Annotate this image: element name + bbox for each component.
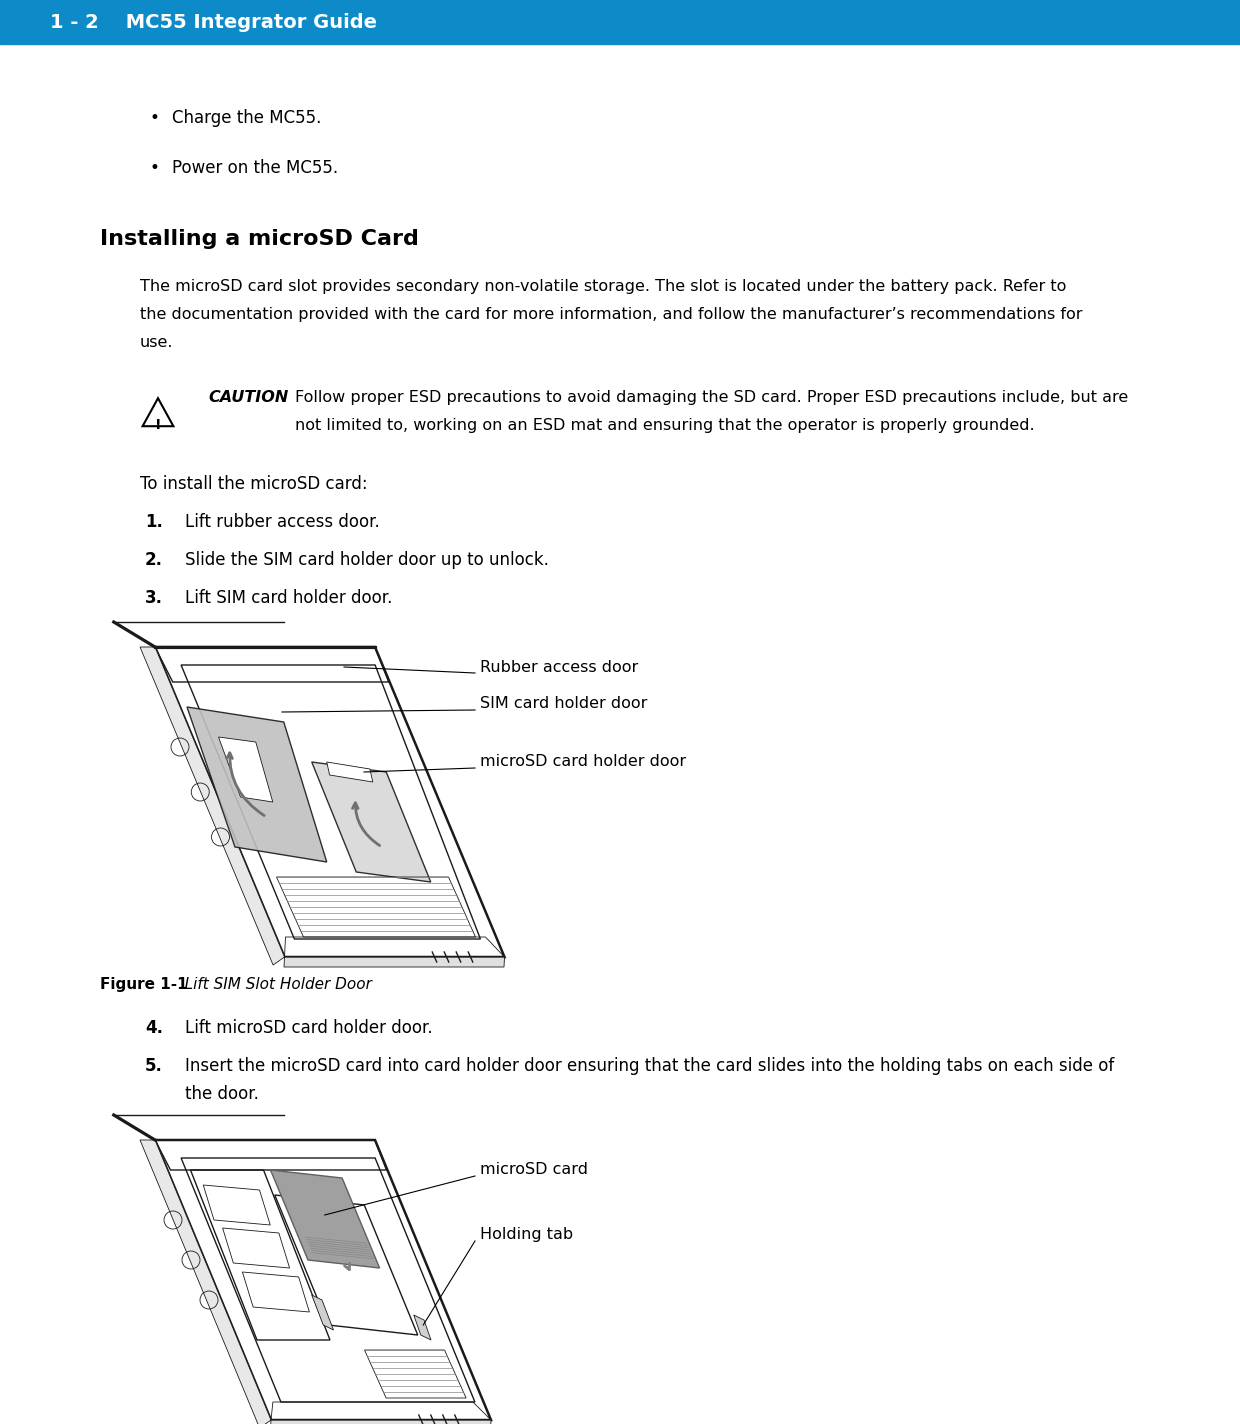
Polygon shape (187, 706, 327, 862)
Text: •: • (150, 159, 160, 177)
Text: The microSD card slot provides secondary non-volatile storage. The slot is locat: The microSD card slot provides secondary… (140, 279, 1066, 293)
Text: microSD card holder door: microSD card holder door (480, 755, 686, 769)
Polygon shape (270, 1171, 379, 1267)
Text: 2.: 2. (145, 551, 162, 570)
Text: Lift SIM Slot Holder Door: Lift SIM Slot Holder Door (170, 977, 372, 993)
Text: !: ! (155, 419, 161, 431)
Polygon shape (140, 1141, 272, 1424)
Text: the door.: the door. (185, 1085, 259, 1104)
Polygon shape (311, 762, 430, 881)
Text: SIM card holder door: SIM card holder door (480, 696, 647, 712)
Text: •: • (150, 110, 160, 127)
Text: Charge the MC55.: Charge the MC55. (172, 110, 321, 127)
Text: Slide the SIM card holder door up to unlock.: Slide the SIM card holder door up to unl… (185, 551, 549, 570)
Text: 5.: 5. (145, 1057, 162, 1075)
Text: Holding tab: Holding tab (480, 1227, 573, 1243)
Text: Power on the MC55.: Power on the MC55. (172, 159, 339, 177)
Text: Lift SIM card holder door.: Lift SIM card holder door. (185, 590, 392, 607)
Text: Follow proper ESD precautions to avoid damaging the SD card. Proper ESD precauti: Follow proper ESD precautions to avoid d… (295, 390, 1128, 404)
Polygon shape (311, 1294, 334, 1330)
Polygon shape (270, 1420, 491, 1424)
Text: Figure 1-1: Figure 1-1 (100, 977, 187, 993)
Text: microSD card: microSD card (480, 1162, 588, 1178)
Text: the documentation provided with the card for more information, and follow the ma: the documentation provided with the card… (140, 308, 1083, 322)
Text: 1.: 1. (145, 513, 162, 531)
Polygon shape (284, 957, 505, 967)
Polygon shape (218, 738, 273, 802)
Bar (0, 0, 1240, 44)
Polygon shape (140, 646, 284, 965)
Text: Lift rubber access door.: Lift rubber access door. (185, 513, 379, 531)
Text: To install the microSD card:: To install the microSD card: (140, 476, 367, 493)
Text: 4.: 4. (145, 1020, 162, 1037)
Text: Rubber access door: Rubber access door (480, 659, 639, 675)
Text: 3.: 3. (145, 590, 162, 607)
Text: Lift microSD card holder door.: Lift microSD card holder door. (185, 1020, 433, 1037)
Polygon shape (414, 1314, 432, 1340)
Polygon shape (327, 762, 373, 782)
Text: Insert the microSD card into card holder door ensuring that the card slides into: Insert the microSD card into card holder… (185, 1057, 1115, 1075)
Text: CAUTION: CAUTION (208, 390, 288, 404)
Text: 1 - 2    MC55 Integrator Guide: 1 - 2 MC55 Integrator Guide (50, 13, 377, 31)
Text: use.: use. (140, 335, 174, 350)
Text: not limited to, working on an ESD mat and ensuring that the operator is properly: not limited to, working on an ESD mat an… (295, 419, 1034, 433)
Text: Installing a microSD Card: Installing a microSD Card (100, 229, 419, 249)
